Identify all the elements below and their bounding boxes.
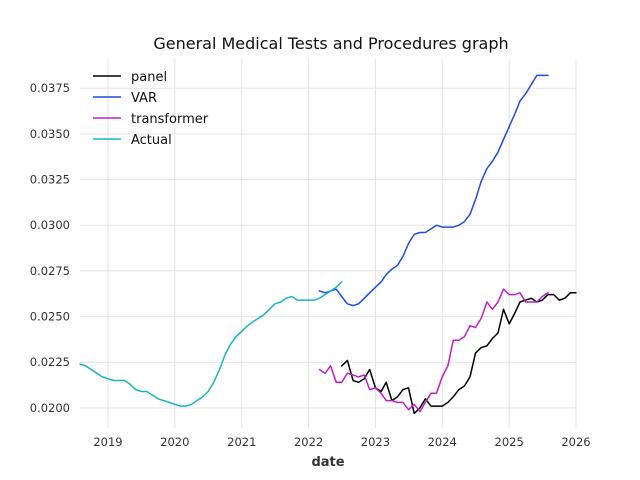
x-tick-label: 2026 <box>561 435 590 449</box>
x-tick-label: 2024 <box>428 435 457 449</box>
legend-label: Actual <box>131 133 172 148</box>
y-tick-label: 0.0325 <box>30 173 70 187</box>
x-tick-label: 2025 <box>495 435 524 449</box>
x-tick-label: 2019 <box>93 435 122 449</box>
tick-labels: 2019 2020 2021 2022 2023 2024 2025 2026 0.0200 0.… <box>30 81 591 449</box>
series-line-transformer <box>318 288 549 413</box>
legend-label: panel <box>131 70 167 85</box>
y-tick-label: 0.0200 <box>30 401 70 415</box>
legend-label: transformer <box>131 112 209 127</box>
y-tick-label: 0.0300 <box>30 218 70 232</box>
series-line-var <box>318 74 549 307</box>
x-axis-label: date <box>311 455 344 470</box>
series-line-actual <box>79 281 343 407</box>
grid-lines <box>80 59 577 428</box>
chart-title: General Medical Tests and Procedures gra… <box>153 34 508 53</box>
series-lines <box>79 74 577 415</box>
x-tick-label: 2022 <box>294 435 323 449</box>
legend: panel VAR transformer Actual <box>93 70 209 148</box>
x-tick-label: 2023 <box>361 435 390 449</box>
series-line-panel <box>340 292 577 415</box>
y-tick-label: 0.0350 <box>30 127 70 141</box>
y-tick-label: 0.0375 <box>30 81 70 95</box>
x-tick-label: 2021 <box>227 435 256 449</box>
legend-label: VAR <box>131 91 157 106</box>
x-tick-label: 2020 <box>160 435 189 449</box>
y-tick-label: 0.0250 <box>30 310 70 324</box>
y-tick-label: 0.0225 <box>30 355 70 369</box>
y-tick-label: 0.0275 <box>30 264 70 278</box>
